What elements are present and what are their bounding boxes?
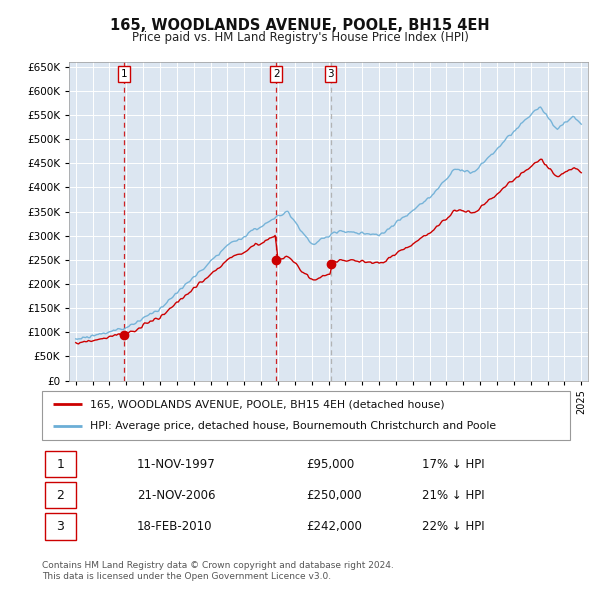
Text: 21-NOV-2006: 21-NOV-2006 [137,489,215,502]
Text: 22% ↓ HPI: 22% ↓ HPI [422,520,485,533]
FancyBboxPatch shape [42,391,570,440]
Text: This data is licensed under the Open Government Licence v3.0.: This data is licensed under the Open Gov… [42,572,331,581]
Text: 21% ↓ HPI: 21% ↓ HPI [422,489,485,502]
Text: HPI: Average price, detached house, Bournemouth Christchurch and Poole: HPI: Average price, detached house, Bour… [89,421,496,431]
Text: 2: 2 [56,489,64,502]
Text: Contains HM Land Registry data © Crown copyright and database right 2024.: Contains HM Land Registry data © Crown c… [42,560,394,569]
Text: 3: 3 [327,69,334,79]
Text: 3: 3 [56,520,64,533]
FancyBboxPatch shape [44,513,76,540]
Text: £95,000: £95,000 [306,457,354,471]
FancyBboxPatch shape [44,482,76,509]
Text: 17% ↓ HPI: 17% ↓ HPI [422,457,485,471]
Text: £242,000: £242,000 [306,520,362,533]
Text: 165, WOODLANDS AVENUE, POOLE, BH15 4EH: 165, WOODLANDS AVENUE, POOLE, BH15 4EH [110,18,490,32]
Text: 1: 1 [56,457,64,471]
Text: 165, WOODLANDS AVENUE, POOLE, BH15 4EH (detached house): 165, WOODLANDS AVENUE, POOLE, BH15 4EH (… [89,399,444,409]
Text: 18-FEB-2010: 18-FEB-2010 [137,520,212,533]
FancyBboxPatch shape [44,451,76,477]
Text: Price paid vs. HM Land Registry's House Price Index (HPI): Price paid vs. HM Land Registry's House … [131,31,469,44]
Text: 11-NOV-1997: 11-NOV-1997 [137,457,216,471]
Text: 2: 2 [273,69,280,79]
Text: £250,000: £250,000 [306,489,362,502]
Text: 1: 1 [121,69,127,79]
